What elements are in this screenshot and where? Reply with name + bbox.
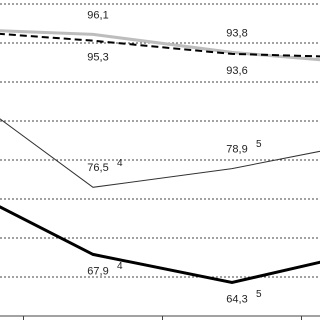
data-label-note: 5 [256, 289, 262, 300]
data-label-note: 4 [117, 158, 123, 169]
data-label: 67,9 [87, 265, 108, 277]
data-label-note: 4 [117, 261, 123, 272]
series-line [0, 29, 320, 62]
data-label: 64,3 [226, 293, 247, 305]
data-label: 76,5 [87, 162, 108, 174]
series-line [0, 118, 320, 188]
series-line [0, 32, 320, 58]
data-label: 96,1 [87, 9, 108, 21]
data-label: 95,3 [87, 52, 108, 64]
data-label: 93,8 [226, 27, 247, 39]
data-label-note: 5 [256, 139, 262, 150]
data-label: 78,9 [226, 143, 247, 155]
data-label: 93,6 [226, 65, 247, 77]
series-line [0, 205, 320, 285]
